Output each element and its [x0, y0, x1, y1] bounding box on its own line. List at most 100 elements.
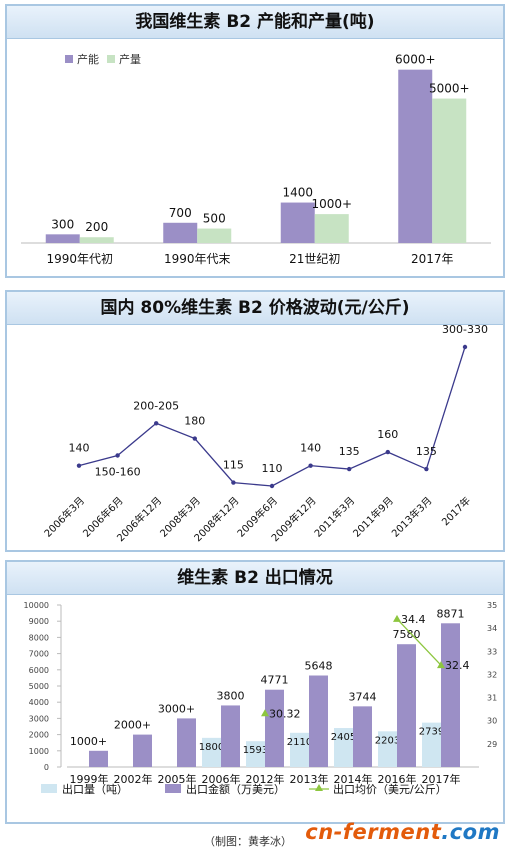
price-label: 115: [223, 459, 244, 472]
price-point: [269, 483, 275, 489]
volume-label: 1593: [243, 745, 268, 756]
data-label: 700: [169, 206, 192, 220]
y-tick-label: 0: [44, 763, 49, 772]
price-point: [347, 466, 352, 472]
category-label: 1990年代初: [46, 252, 113, 266]
date-label: 2017年: [439, 494, 473, 528]
export-price-label: 30.32: [269, 707, 301, 720]
bar-output: [314, 214, 349, 243]
bar-export-amount: [177, 718, 196, 767]
price-point: [308, 463, 313, 468]
export-price-label: 32.4: [445, 659, 470, 672]
export-price-line: [396, 618, 442, 666]
volume-label: 2739: [419, 727, 444, 738]
price-point: [154, 421, 159, 426]
bar-export-amount: [309, 675, 328, 767]
legend-label: 产量: [119, 52, 141, 66]
export-panel: 维生素 B2 出口情况 0 1000 2000 3000 4000 5000 6000 700…: [5, 560, 505, 824]
chart-credit: （制图：黄孝冰）: [204, 835, 292, 848]
data-label: 1000+: [311, 197, 352, 211]
y-tick-label: 6000: [29, 666, 49, 675]
price-label: 135: [339, 445, 360, 458]
amount-label: 8871: [437, 607, 465, 620]
y-tick-label: 8000: [29, 633, 49, 642]
price-point: [115, 453, 120, 458]
legend-label-volume: 出口量（吨）: [62, 782, 128, 796]
amount-label: 5648: [305, 660, 333, 673]
bar-export-amount: [221, 705, 240, 767]
bar-export-amount: [397, 644, 416, 767]
bar-export-volume: [422, 722, 441, 767]
export-price-marker: [393, 614, 401, 622]
bar-output: [79, 237, 114, 243]
category-label: 1999年: [70, 772, 109, 786]
legend-swatch-volume: [41, 784, 57, 793]
capacity-output-panel: 我国维生素 B2 产能和产量(吨) 300 200 1990年代初 700 500 199…: [5, 4, 505, 278]
y2-tick-label: 32: [487, 670, 497, 679]
price-label: 200-205: [133, 399, 179, 412]
y2-tick-label: 30: [487, 717, 497, 726]
export-combo-chart: 0 1000 2000 3000 4000 5000 6000 7000 8000 9000 100…: [24, 601, 498, 796]
price-point: [385, 449, 390, 455]
legend-swatch-amount: [165, 784, 181, 793]
price-label: 150-160: [95, 465, 141, 478]
date-label: 2011年9月: [350, 494, 396, 540]
price-label: 160: [377, 428, 398, 441]
price-point: [462, 344, 468, 350]
amount-label: 3000+: [158, 702, 195, 715]
category-label: 2016年: [378, 772, 417, 786]
amount-label: 3800: [217, 689, 245, 702]
category-label: 1990年代末: [164, 252, 231, 266]
price-point: [231, 480, 236, 485]
category-label: 2005年: [158, 772, 197, 786]
data-label: 1400: [282, 186, 313, 200]
bar-output: [197, 228, 232, 243]
y-tick-label: 10000: [24, 601, 49, 610]
category-label: 2012年: [246, 772, 285, 786]
legend-label-price: 出口均价（美元/公斤）: [333, 782, 447, 796]
bar-export-volume: [246, 741, 265, 767]
y2-tick-label: 31: [487, 694, 497, 703]
bar-capacity: [398, 69, 433, 244]
y2-tick-label: 29: [487, 740, 497, 749]
date-label: 2006年3月: [41, 494, 87, 540]
y-tick-label: 1000: [29, 747, 49, 756]
legend-swatch: [65, 55, 73, 63]
price-label: 140: [300, 442, 321, 455]
amount-label: 4771: [261, 674, 289, 687]
legend-marker-price: [315, 784, 323, 791]
bar-capacity: [45, 234, 80, 243]
volume-label: 2203: [375, 735, 400, 746]
bar-export-volume: [378, 731, 397, 767]
bar-export-amount: [133, 734, 152, 767]
category-label: 2002年: [114, 772, 153, 786]
price-point: [76, 463, 82, 468]
data-label: 6000+: [395, 53, 436, 67]
price-label: 180: [184, 415, 205, 428]
data-label: 5000+: [429, 82, 470, 96]
price-point: [192, 436, 197, 441]
y-tick-label: 5000: [29, 682, 49, 691]
price-point: [424, 466, 429, 472]
volume-label: 1800: [199, 742, 224, 753]
bar-export-volume: [290, 732, 309, 767]
bar-export-amount: [89, 750, 108, 767]
bar-export-volume: [334, 728, 353, 767]
bar-export-amount: [441, 623, 460, 767]
bar-capacity: [163, 222, 198, 243]
date-label: 2011年3月: [311, 494, 357, 540]
watermark-logo: cn-ferment.com: [305, 820, 500, 844]
amount-label: 3744: [349, 690, 377, 703]
category-label: 2014年: [334, 772, 373, 786]
export-price-marker: [437, 661, 445, 669]
y2-tick-label: 33: [487, 647, 497, 656]
data-label: 200: [85, 220, 108, 234]
bar-export-amount: [353, 706, 372, 767]
y-tick-label: 7000: [29, 650, 49, 659]
y2-tick-label: 34: [487, 624, 497, 633]
watermark-part1: cn-ferment: [305, 820, 442, 844]
amount-label: 7580: [393, 628, 421, 641]
bar-export-volume: [202, 737, 221, 767]
volume-label: 2405: [331, 732, 356, 743]
